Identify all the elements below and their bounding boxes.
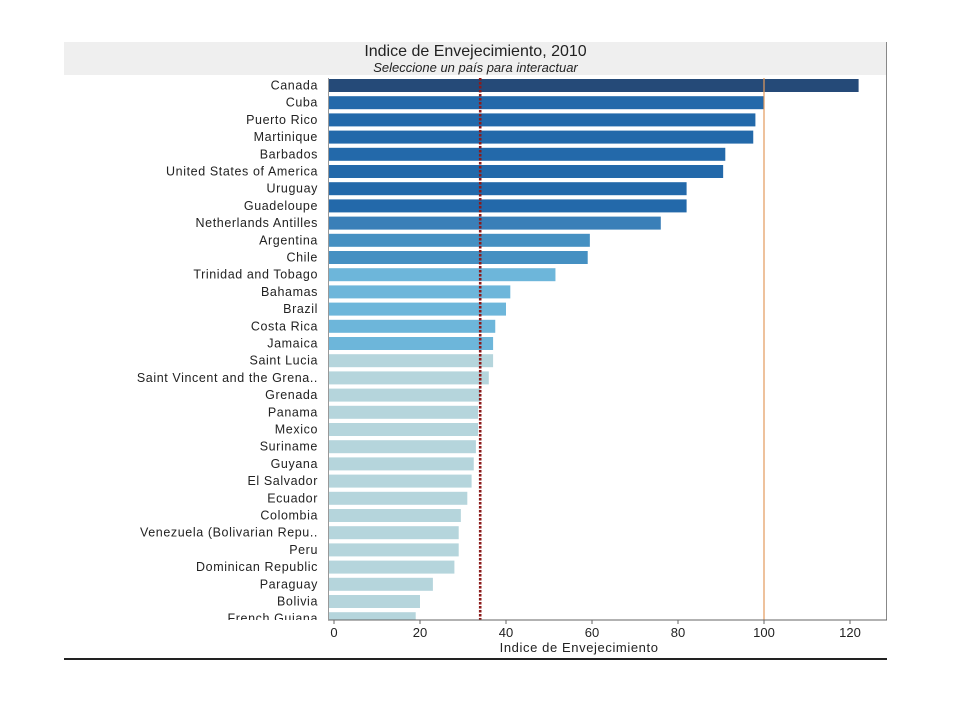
category-label[interactable]: Saint Lucia bbox=[250, 354, 318, 368]
category-label[interactable]: Ecuador bbox=[267, 491, 318, 505]
category-label[interactable]: Saint Vincent and the Grena.. bbox=[137, 371, 318, 385]
reference-lines bbox=[478, 78, 765, 620]
bar-ecuador[interactable] bbox=[328, 491, 468, 505]
bar-suriname[interactable] bbox=[328, 440, 476, 454]
bar-costa-rica[interactable] bbox=[328, 319, 496, 333]
bar-panama[interactable] bbox=[328, 405, 479, 419]
category-label[interactable]: Uruguay bbox=[267, 182, 319, 196]
bar-mexico[interactable] bbox=[328, 423, 479, 436]
bar-french-guiana[interactable] bbox=[328, 612, 416, 625]
bar-canada[interactable] bbox=[328, 79, 859, 92]
bar-united-states-of-america[interactable] bbox=[328, 165, 724, 178]
x-tick-label: 80 bbox=[671, 625, 685, 640]
category-label[interactable]: French Guiana bbox=[228, 612, 318, 626]
chart-subtitle: Seleccione un país para interactuar bbox=[373, 60, 578, 75]
bar-brazil[interactable] bbox=[328, 302, 506, 316]
category-label[interactable]: Bahamas bbox=[261, 285, 318, 299]
bar-cuba[interactable] bbox=[328, 96, 764, 110]
x-tick-label: 0 bbox=[330, 625, 337, 640]
category-label[interactable]: Canada bbox=[271, 79, 318, 93]
bar-peru[interactable] bbox=[328, 543, 459, 557]
category-label[interactable]: Trinidad and Tobago bbox=[193, 268, 318, 282]
bar-grenada[interactable] bbox=[328, 388, 481, 402]
x-tick-label: 60 bbox=[585, 625, 599, 640]
category-label[interactable]: Netherlands Antilles bbox=[196, 216, 318, 230]
bar-bolivia[interactable] bbox=[328, 595, 420, 608]
bar-jamaica[interactable] bbox=[328, 337, 494, 350]
x-tick-label: 40 bbox=[499, 625, 513, 640]
bar-chile[interactable] bbox=[328, 251, 588, 264]
category-label[interactable]: United States of America bbox=[166, 165, 318, 179]
category-label[interactable]: Dominican Republic bbox=[196, 560, 318, 574]
bar-guadeloupe[interactable] bbox=[328, 199, 687, 213]
category-label[interactable]: Chile bbox=[287, 251, 319, 265]
category-label[interactable]: Brazil bbox=[283, 302, 318, 316]
category-label[interactable]: Cuba bbox=[286, 96, 318, 110]
category-labels: Canada Cuba Puerto Rico Martinique Barbados U… bbox=[137, 79, 319, 626]
category-label[interactable]: Martinique bbox=[254, 130, 318, 144]
bar-puerto-rico[interactable] bbox=[328, 113, 756, 127]
chart-title: Indice de Envejecimiento, 2010 bbox=[364, 43, 587, 60]
category-label[interactable]: Mexico bbox=[275, 423, 318, 437]
bar-saint-lucia[interactable] bbox=[328, 354, 494, 368]
bars-group bbox=[328, 79, 859, 625]
category-label[interactable]: Venezuela (Bolivarian Repu.. bbox=[140, 526, 318, 540]
category-label[interactable]: El Salvador bbox=[247, 474, 318, 488]
bar-bahamas[interactable] bbox=[328, 285, 511, 299]
category-label[interactable]: Grenada bbox=[265, 388, 318, 402]
bar-trinidad-and-tobago[interactable] bbox=[328, 268, 556, 282]
category-label[interactable]: Jamaica bbox=[267, 337, 318, 351]
bar-paraguay[interactable] bbox=[328, 577, 433, 591]
category-label[interactable]: Suriname bbox=[260, 440, 318, 454]
bar-colombia[interactable] bbox=[328, 509, 461, 522]
category-label[interactable]: Colombia bbox=[260, 509, 318, 523]
category-label[interactable]: Barbados bbox=[260, 147, 318, 161]
category-label[interactable]: Peru bbox=[289, 543, 318, 557]
category-label[interactable]: Puerto Rico bbox=[246, 113, 318, 127]
bar-netherlands-antilles[interactable] bbox=[328, 216, 661, 230]
x-axis-title: Indice de Envejecimiento bbox=[500, 640, 659, 655]
category-label[interactable]: Paraguay bbox=[260, 577, 318, 591]
bar-el-salvador[interactable] bbox=[328, 474, 472, 488]
category-label[interactable]: Panama bbox=[268, 405, 318, 419]
category-label[interactable]: Costa Rica bbox=[251, 319, 318, 333]
x-tick-label: 120 bbox=[839, 625, 861, 640]
bar-guyana[interactable] bbox=[328, 457, 474, 471]
bar-saint-vincent-and-the-grena[interactable] bbox=[328, 371, 489, 385]
bar-argentina[interactable] bbox=[328, 233, 590, 247]
bar-martinique[interactable] bbox=[328, 130, 754, 144]
x-tick-label: 100 bbox=[753, 625, 775, 640]
x-tick-label: 20 bbox=[413, 625, 427, 640]
category-label[interactable]: Guadeloupe bbox=[244, 199, 318, 213]
bar-barbados[interactable] bbox=[328, 147, 726, 161]
bar-chart: Canada Cuba Puerto Rico Martinique Barbados U… bbox=[64, 42, 887, 660]
category-label[interactable]: Argentina bbox=[259, 233, 318, 247]
bar-venezuela-bolivarian-repu[interactable] bbox=[328, 526, 459, 540]
chart-panel: Indice de Envejecimiento, 2010 Seleccion… bbox=[64, 42, 887, 660]
bar-uruguay[interactable] bbox=[328, 182, 687, 196]
x-axis: 0 20 40 60 80 100 120 Indice de Envejecimiento bbox=[64, 42, 887, 660]
category-label[interactable]: Bolivia bbox=[277, 595, 318, 609]
title-bar: Indice de Envejecimiento, 2010 Seleccion… bbox=[64, 42, 887, 75]
bar-dominican-republic[interactable] bbox=[328, 560, 455, 574]
category-label[interactable]: Guyana bbox=[271, 457, 318, 471]
